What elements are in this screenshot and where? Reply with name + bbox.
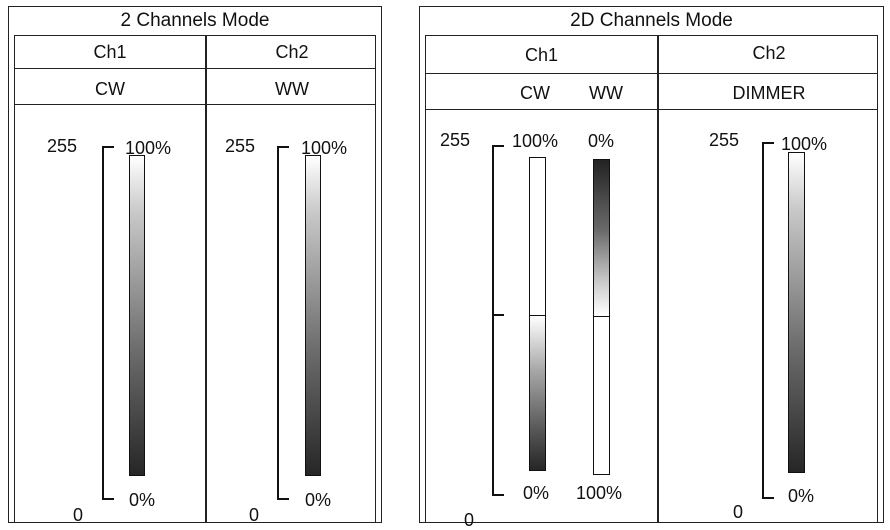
scale-min-label: 0	[733, 502, 744, 522]
panel-title: 2D Channels Mode	[570, 10, 733, 31]
function-label-dimmer: DIMMER	[732, 83, 806, 103]
bar-top-label: 0%	[588, 131, 615, 151]
dmx-scale-bracket	[492, 145, 494, 496]
scale-max-label: 255	[47, 136, 78, 156]
bar-bottom-label: 0%	[129, 490, 156, 510]
scale-tick-mid	[492, 314, 504, 316]
bar-top-label: 100%	[125, 138, 172, 158]
scale-tick-top	[102, 146, 114, 148]
panel-title: 2 Channels Mode	[120, 10, 270, 31]
column-divider	[205, 36, 207, 523]
scale-max-label: 255	[709, 130, 740, 150]
ww-intensity-bar	[305, 155, 321, 476]
scale-tick-top	[492, 145, 504, 147]
cw-fade-segment	[530, 315, 545, 470]
scale-tick-bottom	[492, 494, 504, 496]
scale-tick-top	[762, 142, 774, 144]
bar-bottom-label: 0%	[305, 490, 332, 510]
dmx-scale-bracket	[102, 146, 104, 500]
bar-bottom-label: 0%	[788, 486, 815, 506]
scale-min-label: 0	[73, 505, 84, 525]
scale-tick-bottom	[277, 498, 289, 500]
ww-fade-segment	[594, 160, 609, 316]
function-label-ww: WW	[589, 83, 623, 103]
channel-header-ch1: Ch1	[93, 42, 127, 62]
channel-header-ch2: Ch2	[752, 43, 786, 63]
scale-max-label: 255	[440, 130, 471, 150]
scale-tick-bottom	[102, 498, 114, 500]
function-label-cw: CW	[95, 79, 125, 99]
ww-full-segment	[594, 316, 609, 474]
scale-max-label: 255	[225, 136, 256, 156]
column-divider	[657, 36, 659, 523]
row-divider	[426, 109, 877, 110]
cw-intensity-bar	[529, 157, 546, 471]
bar-bottom-label: 0%	[523, 483, 550, 503]
ww-intensity-bar	[593, 159, 610, 475]
channel-table: Ch1 Ch2 CW WW 255 0 100% 0% 255 0 100% 0…	[14, 35, 376, 525]
bar-top-label: 100%	[512, 131, 559, 151]
dimmer-intensity-bar	[788, 152, 805, 473]
row-divider	[15, 104, 375, 105]
bar-top-label: 100%	[301, 138, 348, 158]
dmx-scale-bracket	[762, 142, 764, 499]
function-label-cw: CW	[520, 83, 550, 103]
bar-bottom-label: 100%	[576, 483, 623, 503]
cw-full-segment	[530, 158, 545, 315]
dmx-scale-bracket	[277, 146, 279, 500]
channel-header-ch2: Ch2	[275, 42, 309, 62]
scale-tick-bottom	[762, 497, 774, 499]
two-d-channels-mode-panel: 2D Channels Mode Ch1 Ch2 CW WW DIMMER 25…	[419, 6, 884, 530]
cw-intensity-bar	[129, 155, 145, 476]
channel-header-ch1: Ch1	[524, 45, 559, 65]
two-channels-mode-panel: 2 Channels Mode Ch1 Ch2 CW WW 255 0 100%…	[8, 6, 382, 525]
row-divider	[15, 68, 375, 69]
scale-tick-top	[277, 146, 289, 148]
scale-min-label: 0	[249, 505, 260, 525]
row-divider	[426, 73, 877, 74]
function-label-ww: WW	[275, 79, 309, 99]
channel-table: Ch1 Ch2 CW WW DIMMER 255 0 100% 0% 0% 10…	[425, 35, 878, 530]
bar-top-label: 100%	[781, 134, 828, 154]
scale-min-label: 0	[464, 510, 475, 530]
